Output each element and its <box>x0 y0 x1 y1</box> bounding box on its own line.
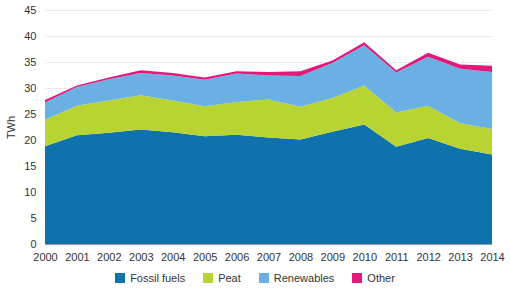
svg-text:2013: 2013 <box>448 251 472 263</box>
svg-text:2009: 2009 <box>321 251 345 263</box>
svg-text:2002: 2002 <box>97 251 121 263</box>
svg-text:2010: 2010 <box>353 251 377 263</box>
html-text:Fossil fuels: Fossil fuels <box>130 272 186 284</box>
svg-text:5: 5 <box>30 212 36 224</box>
svg-text:0: 0 <box>30 238 36 250</box>
svg-text:25: 25 <box>24 108 36 120</box>
svg-text:35: 35 <box>24 56 36 68</box>
svg-text:2001: 2001 <box>65 251 89 263</box>
svg-text:2012: 2012 <box>416 251 440 263</box>
svg-text:15: 15 <box>24 160 36 172</box>
svg-text:45: 45 <box>24 4 36 16</box>
svg-text:10: 10 <box>24 186 36 198</box>
svg-text:2005: 2005 <box>193 251 217 263</box>
svg-text:2007: 2007 <box>257 251 281 263</box>
svg-text:2014: 2014 <box>480 251 504 263</box>
svg-text:20: 20 <box>24 134 36 146</box>
svg-text:30: 30 <box>24 82 36 94</box>
svg-text:2000: 2000 <box>33 251 57 263</box>
html-text:Other: Other <box>367 272 395 284</box>
svg-text:2003: 2003 <box>129 251 153 263</box>
html-text:Peat: Peat <box>218 272 241 284</box>
svg-text:40: 40 <box>24 30 36 42</box>
svg-text:2004: 2004 <box>161 251 185 263</box>
svg-text:2011: 2011 <box>385 251 409 263</box>
html-text:Renewables: Renewables <box>273 272 335 284</box>
svg-text:TWh: TWh <box>5 116 17 139</box>
svg-text:2008: 2008 <box>289 251 313 263</box>
svg-text:2006: 2006 <box>225 251 249 263</box>
